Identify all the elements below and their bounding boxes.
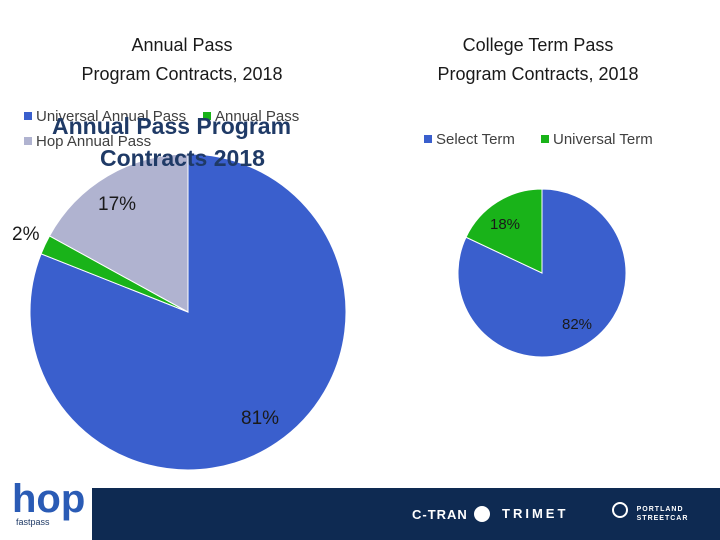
ctran-logo-icon (474, 506, 491, 522)
legend-swatch (24, 112, 32, 120)
hop-logo-subtext: fastpass (16, 517, 50, 527)
legend-swatch (24, 137, 32, 145)
chart1-title-line-1: Annual Pass (131, 35, 233, 55)
chart1-overlay-title-line-2: Contracts 2018 (100, 145, 265, 171)
partner-ctran: C-TRAN (412, 506, 491, 522)
chart2-slice-2 (465, 188, 543, 274)
chart1-title-line-2: Program Contracts, 2018 (81, 64, 283, 84)
partner-trimet-label: TRIMET (502, 506, 569, 521)
chart1-legend-item-1: Universal Annual Pass (24, 108, 186, 125)
legend-label: Universal Term (553, 131, 653, 148)
hop-logo-text: hop (12, 478, 85, 521)
partner-streetcar-label: PORTLAND STREETCAR (636, 506, 689, 522)
chart2-legend-item-1: Select Term (424, 131, 515, 148)
legend-swatch (541, 135, 549, 143)
chart1-overlay-title-line-1: Annual Pass Program (52, 113, 292, 139)
partner-ctran-label: C-TRAN (412, 507, 468, 522)
pie-charts (29, 153, 627, 471)
legend-label: Universal Annual Pass (36, 108, 187, 125)
legend-swatch (424, 135, 432, 143)
chart2-label-select: 82% (562, 316, 593, 333)
hop-logo: hop fastpass (12, 478, 85, 527)
chart2-label-universal: 18% (490, 216, 521, 233)
chart1-legend-item-2: Annual Pass (203, 108, 299, 125)
streetcar-logo-icon (612, 502, 628, 518)
chart2-slice-1 (457, 188, 627, 358)
chart1-label-universal: 81% (241, 408, 280, 429)
chart1-label-annual: 2% (12, 224, 40, 245)
chart2-legend-item-2: Universal Term (541, 131, 653, 148)
chart1-legend-item-3: Hop Annual Pass (24, 133, 151, 150)
legend-label: Select Term (436, 131, 515, 148)
chart2-title-line-1: College Term Pass (462, 35, 614, 55)
partner-trimet: TRIMET (502, 506, 568, 521)
chart2-pie (457, 188, 627, 358)
chart1-slice-3 (48, 153, 189, 313)
chart2-title-line-2: Program Contracts, 2018 (437, 64, 639, 84)
legend-label: Hop Annual Pass (36, 133, 152, 150)
chart1-label-hop: 17% (98, 194, 137, 215)
partner-streetcar: PORTLAND STREETCAR (612, 502, 697, 523)
legend-swatch (203, 112, 211, 120)
legend-label: Annual Pass (215, 108, 300, 125)
chart1-pie (29, 153, 347, 471)
